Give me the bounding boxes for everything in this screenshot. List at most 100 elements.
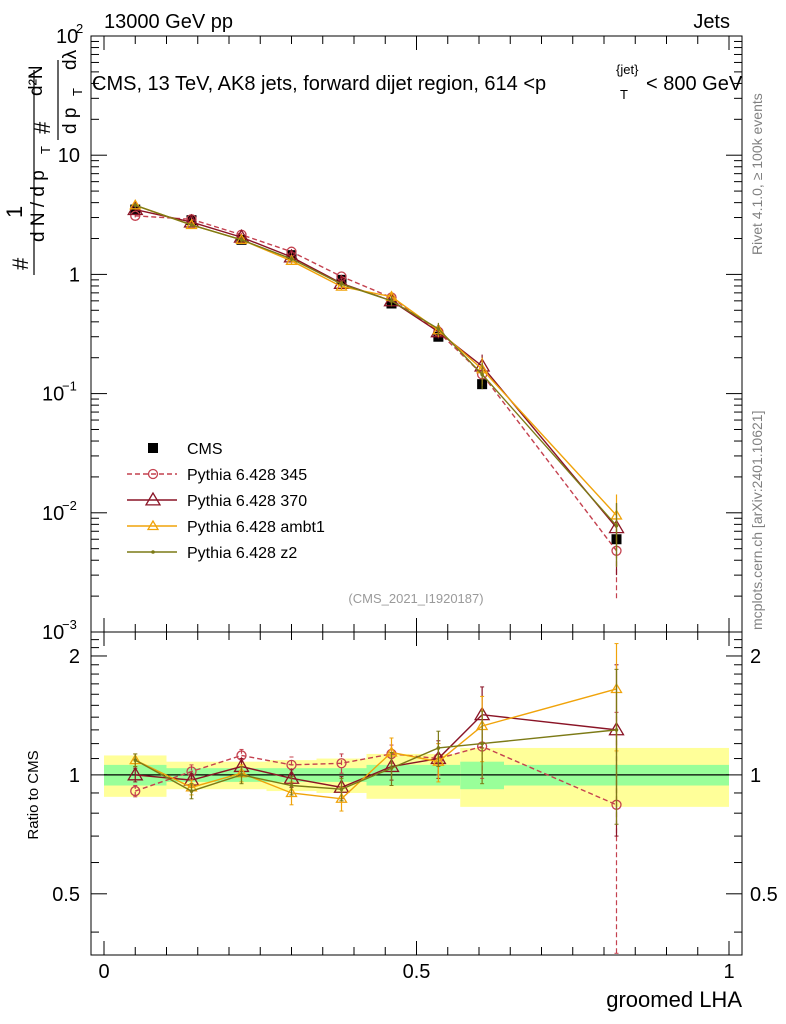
legend-item: Pythia 6.428 370 [127,491,307,510]
data-point [480,741,484,746]
data-point [285,786,298,798]
data-point [127,766,144,781]
ratio-data-layer [127,643,625,954]
y-tick-label-base: 10 [42,503,64,525]
ylabel-hash2: # [30,121,55,134]
data-point [189,789,194,793]
data-point [336,758,347,769]
chart-title: CMS, 13 TeV, AK8 jets, forward dijet reg… [92,73,546,95]
chart-title-end: < 800 GeV [646,73,743,95]
ratio-y-tick-label-left: 1 [69,765,80,787]
ylabel-denominator: d N / d p [28,170,49,242]
data-point [335,792,348,803]
y-tick-label-main: 1 [69,264,80,286]
y-tick-label-base: 10 [42,622,64,644]
y-tick-label-main: 10 [58,145,80,167]
ylabel-one: 1 [2,206,27,218]
rivet-label: Rivet 4.1.0, ≥ 100k events [749,93,765,255]
chart-title-subscript: T [620,87,628,102]
ylabel-sub-t2: T [70,88,85,96]
y-tick-label-exponent: −2 [62,498,77,513]
ratio-y-tick-labels: 2 2 1 1 0.5 0.5 [52,646,778,906]
ratio-y-tick-label-left: 0.5 [52,884,80,906]
data-point [129,199,142,210]
data-point [436,326,441,331]
data-point [614,728,619,732]
header-right: Jets [693,11,730,33]
legend-label: Pythia 6.428 345 [187,467,307,484]
y-tick-label-main: 102 [56,21,83,48]
data-point [144,491,162,506]
ylabel-dpt: d p [60,108,81,134]
x-tick-label: 0.5 [403,961,431,983]
data-point [130,785,141,797]
ratio-y-label: Ratio to CMS [25,750,42,839]
x-tick-label: 0 [98,961,109,983]
data-point [147,468,159,480]
data-point [389,766,394,770]
data-point [289,783,294,788]
main-axis-ticks [91,35,742,633]
y-tick-label-main: 10−3 [42,617,77,644]
y-tick-label-base: 10 [58,145,80,167]
legend-label: Pythia 6.428 ambt1 [187,519,325,536]
legend: CMS Pythia 6.428 345 Pythia 6.428 370 Pythi… [127,441,325,562]
main-data-layer [127,199,625,599]
y-tick-label-exponent: −1 [62,379,77,394]
data-point [436,746,441,750]
legend-item: CMS [148,441,223,458]
data-point [480,372,484,377]
ratio-panel: 2 21 10.5 0.5 0 0.5 1 [52,631,778,983]
y-tick-label-base: 10 [42,384,64,406]
data-point [133,758,138,762]
data-point [151,550,155,554]
y-tick-label-main: 10−2 [42,498,77,525]
ratio-y-tick-label-left: 2 [69,646,80,668]
x-tick-label: 1 [723,961,734,983]
chart-title-superscript: {jet} [616,62,639,77]
legend-item: Pythia 6.428 z2 [127,545,297,562]
data-point [339,787,344,791]
y-tick-label-base: 10 [56,26,78,48]
ylabel-hash: # [8,257,33,270]
y-tick-label-exponent: −3 [62,617,77,632]
legend-label: Pythia 6.428 370 [187,493,307,510]
data-point [389,299,394,303]
x-axis-label: groomed LHA [606,987,742,1012]
chart-title-main: CMS, 13 TeV, AK8 jets, forward dijet reg… [92,73,546,95]
data-point [335,280,348,291]
ylabel-sub-t: T [38,146,53,154]
y-tick-label-main: 10−1 [42,379,77,406]
main-frame [90,35,743,633]
ratio-y-tick-label-right: 1 [750,765,761,787]
legend-item: Pythia 6.428 345 [127,467,307,484]
header-left: 13000 GeV pp [104,11,233,33]
data-point [614,523,619,528]
main-y-label: # 1 d N / d p T # d²N d p T dλ [2,49,85,275]
ratio-y-tick-label-right: 2 [750,646,761,668]
analysis-tag: (CMS_2021_I1920187) [348,591,483,606]
legend-item: Pythia 6.428 ambt1 [127,519,325,536]
ratio-y-tick-label-right: 0.5 [750,884,778,906]
ylabel-d2n: d²N [26,65,47,96]
data-point [239,773,244,777]
ratio-axis-ticks [91,631,742,955]
x-tick-labels: 0 0.5 1 [98,961,734,983]
ylabel-dlambda: dλ [60,49,81,70]
data-point [148,443,158,453]
legend-label: CMS [187,441,223,458]
data-point [239,238,244,242]
legend-label: Pythia 6.428 z2 [187,545,297,562]
data-point [189,223,194,227]
mcplots-label: mcplots.cern.ch [arXiv:2401.10621] [749,411,765,630]
data-point [339,282,344,286]
y-tick-label-exponent: 2 [76,21,83,36]
data-point [133,203,138,208]
data-point [289,257,294,261]
y-tick-label-base: 1 [69,264,80,286]
data-point [146,519,160,531]
data-point [336,274,347,285]
